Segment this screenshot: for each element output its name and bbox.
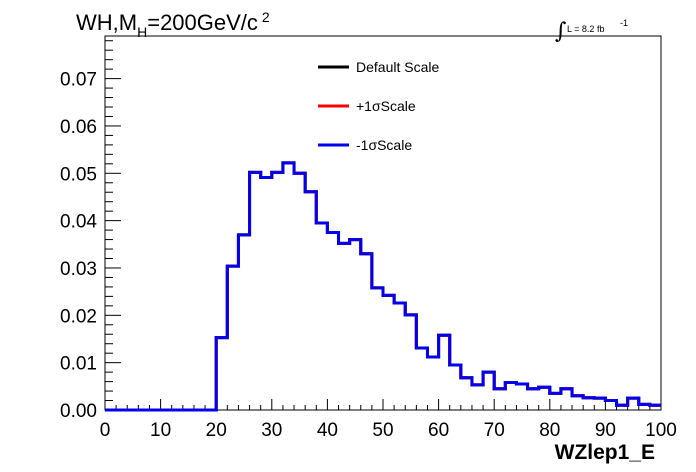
chart-title: WH,MH=200GeV/c 2 [76, 9, 270, 40]
title-main: WH,M [76, 10, 137, 35]
x-tick-label: 20 [206, 420, 227, 441]
x-tick-label: 0 [100, 420, 111, 441]
title-superscript: 2 [262, 9, 270, 25]
series-layer [105, 161, 661, 412]
x-axis-label: WZlep1_E [555, 441, 655, 464]
y-tick-label: 0.04 [60, 212, 97, 233]
y-tick-label: 0.05 [60, 164, 97, 185]
y-tick-label: 0.00 [60, 401, 97, 422]
axes: 0 10 20 30 40 50 60 70 80 90 100 0.00 0.01 0.02 0.03 0.… [60, 40, 677, 441]
legend-label: +1σScale [356, 98, 416, 114]
title-subscript: H [137, 24, 147, 40]
legend-label: Default Scale [356, 59, 439, 75]
y-tick-label: 0.07 [60, 70, 97, 91]
lumi-text: L = 8.2 fb [567, 24, 604, 34]
luminosity-label: ∫ L = 8.2 fb -1 [555, 18, 628, 44]
x-tick-label: 50 [372, 420, 393, 441]
x-tick-label: 30 [261, 420, 282, 441]
series-line-3 [105, 161, 661, 412]
title-rest: =200GeV/c [147, 10, 258, 35]
x-tick-label: 10 [150, 420, 171, 441]
y-tick-label: 0.02 [60, 306, 97, 327]
plot-frame [104, 35, 662, 411]
x-tick-label: 70 [484, 420, 505, 441]
legend: Default Scale +1σScale -1σScale [318, 59, 439, 153]
legend-label: -1σScale [356, 137, 412, 153]
x-tick-label: 90 [595, 420, 616, 441]
x-tick-label: 40 [317, 420, 338, 441]
y-tick-label: 0.06 [60, 117, 97, 138]
x-tick-label: 100 [645, 420, 677, 441]
y-tick-label: 0.03 [60, 259, 97, 280]
x-tick-label: 60 [428, 420, 449, 441]
lumi-superscript: -1 [620, 18, 628, 28]
y-tick-label: 0.01 [60, 354, 97, 375]
x-tick-label: 80 [539, 420, 560, 441]
integral-sign: ∫ [555, 19, 567, 44]
